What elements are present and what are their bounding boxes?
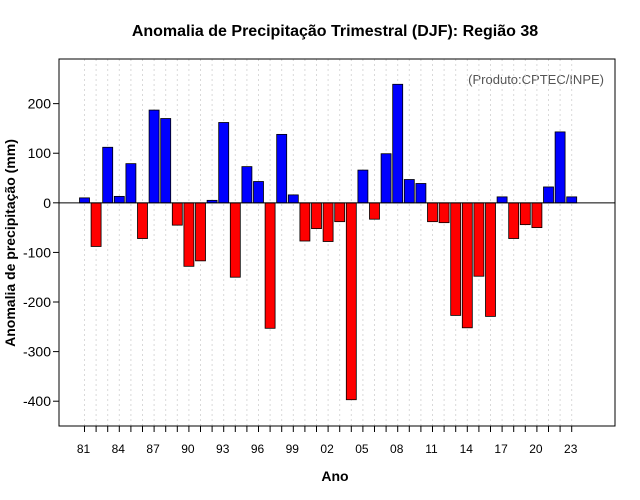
- bar-1982: [90, 202, 102, 247]
- x-tick-label: 99: [286, 442, 300, 456]
- x-tick-label: 08: [390, 442, 404, 456]
- bar-1995: [241, 166, 253, 204]
- bar-2022: [554, 131, 566, 204]
- chart-title: Anomalia de Precipitação Trimestral (DJF…: [132, 23, 538, 40]
- bar-2012: [438, 202, 450, 224]
- bar-2021: [543, 186, 554, 204]
- y-tick-label: -300: [23, 344, 51, 360]
- y-tick-label: -200: [23, 294, 51, 310]
- x-tick-label: 96: [251, 442, 265, 456]
- y-axis-label: Anomalia de precipitação (mm): [2, 139, 18, 347]
- x-tick-label: 87: [146, 442, 160, 456]
- grid: [84, 59, 573, 426]
- bar-1983: [102, 146, 114, 204]
- bar-2003: [334, 202, 346, 223]
- bar-2007: [380, 153, 392, 204]
- bar-1997: [264, 202, 276, 329]
- y-axis: -400 -300 -200 -100 0 100 200: [23, 96, 59, 409]
- x-axis: 81 84 87 90 93 96 99 02 05 08 11 14 17 20 23: [77, 426, 578, 456]
- plot-frame: [58, 58, 616, 427]
- bar-2018: [508, 202, 520, 239]
- bar-1981: [79, 197, 90, 204]
- bar-2013: [450, 202, 462, 316]
- bar-1998: [276, 133, 288, 204]
- x-tick-label: 05: [355, 442, 369, 456]
- x-tick-label: 81: [77, 442, 91, 456]
- bar-1987: [148, 109, 160, 204]
- x-tick-label: 93: [216, 442, 230, 456]
- bar-2008: [392, 83, 404, 204]
- bar-2010: [415, 183, 427, 204]
- bar-2004: [345, 202, 357, 401]
- bar-2016: [485, 202, 496, 317]
- bar-2015: [473, 202, 485, 277]
- y-tick-label: -100: [23, 244, 51, 260]
- x-tick-label: 90: [181, 442, 195, 456]
- bar-1991: [195, 202, 206, 262]
- bar-2023: [566, 196, 578, 204]
- bar-2014: [461, 202, 473, 329]
- bar-1990: [183, 202, 195, 267]
- x-tick-label: 02: [320, 442, 334, 456]
- bar-1994: [229, 202, 241, 278]
- bar-1984: [113, 195, 125, 204]
- x-tick-label: 84: [112, 442, 126, 456]
- bar-2000: [299, 202, 311, 242]
- bar-2006: [369, 202, 380, 220]
- y-tick-label: 0: [43, 195, 51, 211]
- y-tick-label: 100: [28, 145, 52, 161]
- x-tick-label: 20: [529, 442, 543, 456]
- bar-1989: [171, 202, 183, 226]
- x-tick-label: 17: [494, 442, 508, 456]
- bar-2005: [357, 169, 369, 204]
- x-axis-label: Ano: [321, 468, 348, 484]
- bar-2001: [311, 202, 322, 230]
- bar-2009: [403, 179, 415, 204]
- credit-text: (Produto:CPTEC/INPE): [468, 72, 604, 87]
- bar-2011: [427, 202, 438, 223]
- bars: [79, 83, 578, 401]
- bar-2002: [322, 202, 334, 242]
- bar-2019: [519, 202, 531, 226]
- bar-2020: [531, 202, 543, 229]
- bar-1993: [218, 122, 230, 204]
- y-tick-label: -400: [23, 393, 51, 409]
- bar-1999: [287, 194, 299, 204]
- bar-2017: [496, 196, 508, 204]
- x-tick-label: 23: [564, 442, 578, 456]
- x-tick-label: 14: [460, 442, 474, 456]
- bar-1985: [125, 163, 137, 204]
- y-tick-label: 200: [28, 96, 52, 112]
- bar-1988: [160, 118, 172, 204]
- bar-1986: [137, 202, 148, 239]
- bar-1996: [253, 181, 264, 204]
- x-tick-label: 11: [425, 442, 438, 456]
